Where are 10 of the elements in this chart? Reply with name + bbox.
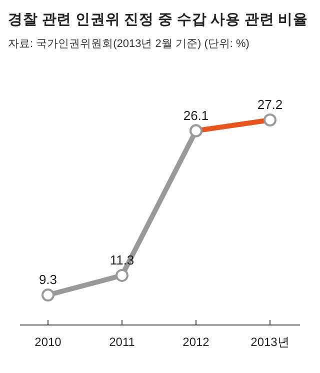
data-label: 9.3	[38, 272, 58, 287]
data-label: 11.3	[110, 252, 134, 268]
x-tick-label: 2010	[34, 335, 62, 349]
data-label: 26.1	[183, 108, 209, 123]
chart-title: 경찰 관련 인권위 진정 중 수갑 사용 관련 비율	[8, 12, 310, 28]
x-tick-label: 2011	[109, 335, 136, 349]
x-tick-label: 2013년	[250, 335, 290, 349]
x-tick-label: 2012	[182, 335, 210, 349]
chart-subtitle: 자료: 국가인권위원회(2013년 2월 기준) (단위: %)	[8, 38, 250, 50]
data-label: 27.2	[257, 97, 283, 112]
